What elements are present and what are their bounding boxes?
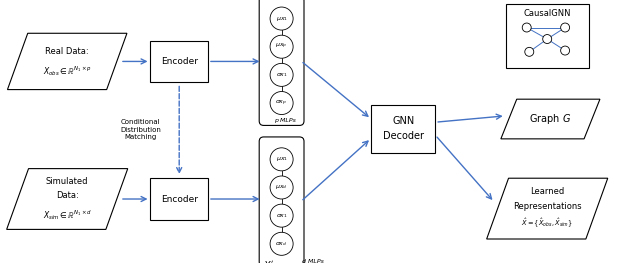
- Text: CausalGNN: CausalGNN: [524, 9, 571, 18]
- Ellipse shape: [270, 7, 293, 30]
- Text: Simulated: Simulated: [46, 176, 88, 186]
- Text: $X_{sim}  \in \mathbb{R}^{N_1 \times d}$: $X_{sim} \in \mathbb{R}^{N_1 \times d}$: [43, 208, 92, 222]
- Text: $\sigma x_p$: $\sigma x_p$: [275, 98, 288, 108]
- Polygon shape: [8, 33, 127, 90]
- FancyBboxPatch shape: [259, 137, 304, 263]
- Ellipse shape: [270, 204, 293, 227]
- Ellipse shape: [270, 63, 293, 86]
- Ellipse shape: [270, 92, 293, 115]
- Ellipse shape: [270, 35, 293, 58]
- Text: p MLPs: p MLPs: [274, 118, 296, 123]
- Polygon shape: [486, 178, 608, 239]
- Text: Representations: Representations: [513, 201, 582, 211]
- Text: $\sigma x_d$: $\sigma x_d$: [275, 240, 288, 248]
- Ellipse shape: [270, 148, 293, 171]
- Text: $\mu x_1$: $\mu x_1$: [276, 14, 287, 23]
- Ellipse shape: [270, 232, 293, 255]
- Polygon shape: [501, 99, 600, 139]
- Text: $\hat{X} = \{\hat{X}_{obs}, \hat{X}_{sim}\}$: $\hat{X} = \{\hat{X}_{obs}, \hat{X}_{sim…: [521, 216, 573, 229]
- Text: Graph $G$: Graph $G$: [529, 112, 572, 126]
- FancyBboxPatch shape: [259, 0, 304, 125]
- Polygon shape: [6, 169, 128, 229]
- Text: $\sigma x_1$: $\sigma x_1$: [276, 212, 287, 220]
- Circle shape: [561, 23, 570, 32]
- Circle shape: [525, 47, 534, 56]
- Text: Encoder: Encoder: [161, 195, 198, 204]
- Bar: [506, 4, 589, 68]
- Text: $\sigma x_1$: $\sigma x_1$: [276, 71, 287, 79]
- Text: Real Data:: Real Data:: [45, 47, 89, 56]
- Circle shape: [543, 34, 552, 43]
- Circle shape: [561, 46, 570, 55]
- Text: $\mu x_d$: $\mu x_d$: [275, 184, 288, 191]
- Text: Data:: Data:: [56, 191, 79, 200]
- Text: d MLPs: d MLPs: [302, 259, 324, 263]
- Text: $X'_{sim}$: $X'_{sim}$: [263, 259, 287, 263]
- Text: $\mu x_1$: $\mu x_1$: [276, 155, 287, 163]
- Bar: [371, 105, 435, 153]
- Bar: [150, 178, 208, 220]
- Bar: [150, 41, 208, 82]
- Text: $X_{obs}  \in \mathbb{R}^{N_1 \times p}$: $X_{obs} \in \mathbb{R}^{N_1 \times p}$: [43, 64, 92, 78]
- Text: Encoder: Encoder: [161, 57, 198, 66]
- Circle shape: [522, 23, 531, 32]
- Ellipse shape: [270, 176, 293, 199]
- Text: $\mu x_p$: $\mu x_p$: [275, 42, 288, 51]
- Text: GNN: GNN: [392, 116, 414, 126]
- Text: Learned: Learned: [530, 188, 564, 196]
- Text: Conditional
Distribution
Matching: Conditional Distribution Matching: [120, 119, 161, 140]
- Text: Decoder: Decoder: [383, 131, 424, 141]
